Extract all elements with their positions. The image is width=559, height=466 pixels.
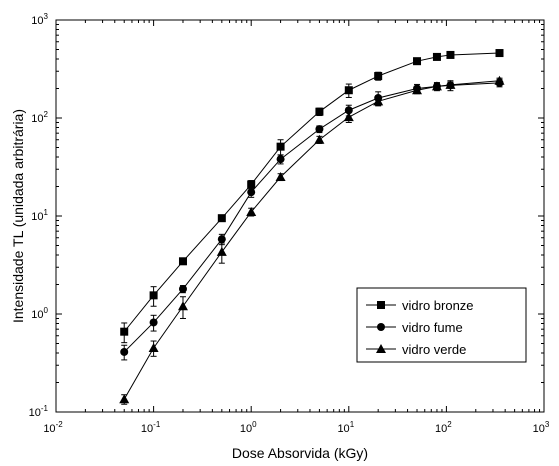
y-tick-label: 100 — [31, 306, 48, 321]
data-point — [149, 318, 158, 327]
data-point — [432, 52, 441, 61]
legend-item-square: vidro bronze — [366, 298, 474, 313]
y-tick-exponent: 3 — [44, 12, 49, 21]
legend-label: vidro bronze — [402, 298, 474, 313]
x-tick-label: 101 — [337, 420, 354, 435]
legend-label: vidro verde — [402, 342, 466, 357]
legend-box — [356, 287, 527, 363]
data-point — [275, 172, 286, 182]
x-tick-label: 10-2 — [43, 420, 63, 435]
y-tick-label: 102 — [31, 110, 48, 125]
legend-marker-icon — [377, 323, 385, 331]
data-point — [412, 85, 423, 95]
x-tick-label: 100 — [240, 420, 257, 435]
x-tick-label: 103 — [533, 420, 550, 435]
data-point — [445, 79, 456, 89]
y-tick-exponent: 2 — [44, 110, 49, 119]
x-tick-exponent: 0 — [252, 420, 257, 429]
data-point — [276, 155, 285, 164]
legend: vidro bronze vidro fume vidro verde — [356, 287, 527, 363]
y-tick-exponent: 1 — [44, 208, 49, 217]
x-axis-label: Dose Absorvida (kGy) — [232, 445, 368, 461]
data-point — [315, 125, 324, 134]
major-ticks — [55, 19, 545, 413]
data-point — [177, 301, 188, 311]
data-point — [413, 57, 422, 66]
legend-label: vidro fume — [402, 320, 463, 335]
data-point — [247, 188, 256, 197]
data-point — [120, 327, 129, 336]
data-point — [374, 72, 383, 81]
data-point — [494, 75, 505, 85]
data-point — [315, 107, 324, 116]
y-tick-exponent: -1 — [41, 404, 49, 413]
x-tick-exponent: 1 — [350, 420, 355, 429]
y-tick-label: 10-1 — [29, 404, 49, 419]
data-point — [276, 142, 285, 151]
legend-item-triangle: vidro verde — [366, 342, 466, 357]
x-tick-exponent: -2 — [56, 420, 64, 429]
data-point — [178, 284, 187, 293]
x-tick-exponent: -1 — [153, 420, 161, 429]
y-tick-label: 103 — [31, 12, 48, 27]
data-point — [178, 257, 187, 266]
data-point — [120, 347, 129, 356]
data-point — [343, 112, 354, 122]
data-point — [246, 206, 257, 216]
legend-items: vidro bronze vidro fume vidro verde — [366, 298, 474, 357]
data-point — [217, 235, 226, 244]
data-point — [495, 49, 504, 58]
x-tick-exponent: 2 — [447, 420, 452, 429]
x-tick-labels: 10-2 10-1 100 101 102 103 — [43, 420, 550, 435]
data-point — [431, 81, 442, 91]
x-tick-label: 10-1 — [141, 420, 161, 435]
data-point — [119, 394, 130, 404]
data-point — [314, 134, 325, 144]
y-tick-label: 101 — [31, 208, 48, 223]
y-tick-exponent: 0 — [44, 306, 49, 315]
y-axis-label: Intensidade TL (unidada arbitrária) — [10, 109, 26, 323]
data-point — [344, 86, 353, 95]
legend-marker-icon — [377, 301, 385, 309]
x-tick-exponent: 3 — [545, 420, 550, 429]
series-triangle — [119, 75, 505, 405]
data-point — [373, 96, 384, 106]
minor-ticks — [56, 20, 544, 412]
data-point — [149, 291, 158, 300]
legend-item-circle: vidro fume — [366, 320, 463, 335]
data-point — [216, 246, 227, 256]
series-square — [120, 49, 504, 344]
x-tick-label: 102 — [435, 420, 452, 435]
data-point — [148, 342, 159, 352]
legend-marker-icon — [376, 344, 386, 353]
data-point — [217, 214, 226, 223]
data-point — [446, 50, 455, 59]
series-layer — [119, 49, 505, 405]
data-point — [247, 180, 256, 189]
